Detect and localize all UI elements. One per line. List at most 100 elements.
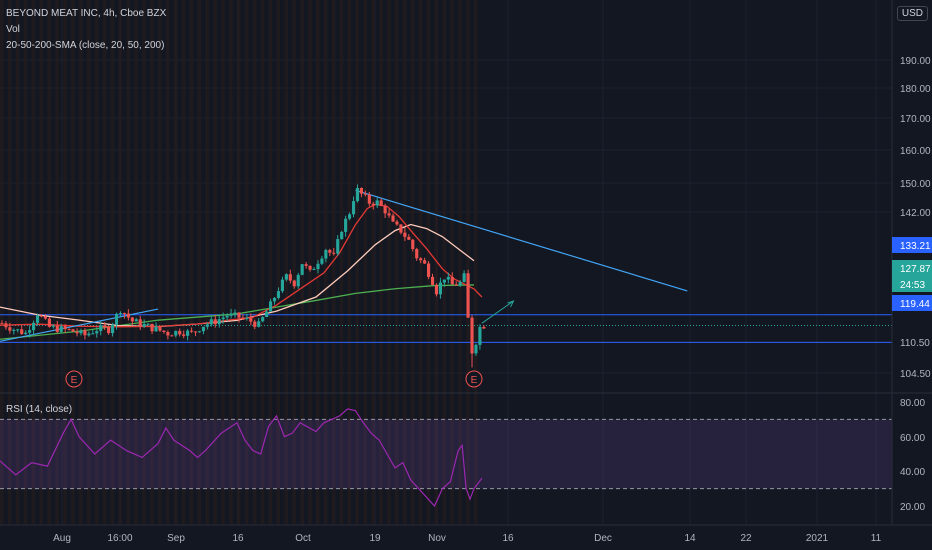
session-band [205, 0, 209, 525]
sma-legend[interactable]: 20-50-200-SMA (close, 20, 50, 200) [6, 40, 165, 51]
candle-body [344, 218, 348, 232]
session-band [110, 0, 115, 525]
session-band [63, 0, 67, 525]
candles [0, 184, 486, 368]
session-band [276, 0, 281, 525]
session-band [79, 0, 83, 525]
candle-body [261, 317, 265, 322]
earnings-marker [465, 370, 483, 388]
candle-body [288, 274, 292, 281]
time-tick-label: Oct [295, 533, 311, 544]
candle-body [446, 276, 450, 280]
candle-body [367, 194, 371, 204]
time-tick-label: Aug [53, 533, 71, 544]
candle-body [209, 319, 213, 325]
candle-body [75, 331, 79, 334]
session-band [197, 0, 202, 525]
time-tick-label: 16:00 [107, 533, 132, 544]
rsi-pane [0, 392, 932, 508]
candle-body [4, 323, 8, 328]
rsi-tick-label: 40.00 [900, 467, 925, 478]
session-band [7, 0, 12, 525]
candle-body [59, 326, 63, 332]
session-band [292, 0, 296, 525]
candle-body [39, 315, 44, 317]
session-band [379, 0, 383, 525]
candle-body [107, 327, 111, 334]
session-band [0, 0, 4, 525]
candle-body [403, 232, 407, 237]
candle-body [359, 187, 363, 194]
candle-body [225, 315, 229, 318]
price-label-box [892, 276, 932, 292]
candle-body [35, 315, 40, 323]
session-band [165, 0, 170, 525]
session-band [371, 0, 375, 525]
candle-body [276, 291, 281, 298]
candle-body [391, 215, 395, 222]
price-tick-label: 104.50 [900, 369, 931, 380]
candle-body [0, 323, 4, 325]
trendline [355, 189, 688, 292]
candle-body [130, 317, 134, 322]
candle-body [43, 316, 47, 319]
candle-body [162, 330, 166, 333]
session-band [55, 0, 59, 525]
candle-body [166, 332, 170, 336]
candle-body [442, 279, 446, 283]
candle-body [419, 258, 423, 261]
candle-body [32, 322, 36, 331]
session-band [142, 0, 146, 525]
candle-body [332, 252, 336, 254]
rsi-line [0, 408, 483, 508]
session-band [31, 0, 36, 525]
candle-body [79, 330, 83, 334]
candle-body [87, 333, 91, 336]
candle-body [83, 330, 87, 336]
symbol-legend[interactable]: BEYOND MEAT INC, 4h, Cboe BZX [6, 8, 167, 19]
candle-body [178, 330, 182, 335]
candle-body [12, 329, 16, 331]
candle-body [111, 324, 115, 334]
session-bands [0, 0, 478, 525]
sma-50-line [0, 223, 475, 328]
candle-body [438, 282, 442, 295]
candle-body [24, 332, 28, 335]
candle-body [134, 319, 138, 322]
session-band [126, 0, 130, 525]
candle-body [474, 344, 478, 354]
price-label: 119.44 [900, 299, 930, 310]
candle-body [51, 325, 55, 327]
candle-body [217, 319, 221, 325]
candle-body [296, 274, 300, 287]
candle-body [190, 330, 194, 332]
candle-body [221, 317, 225, 320]
candle-body [114, 313, 119, 325]
session-band [331, 0, 336, 525]
time-tick-label: 22 [740, 533, 752, 544]
candle-body [213, 319, 217, 325]
volume-legend[interactable]: Vol [6, 24, 20, 35]
candle-body [280, 279, 284, 292]
session-band [158, 0, 162, 525]
session-band [395, 0, 399, 525]
rsi-legend[interactable]: RSI (14, close) [6, 404, 73, 415]
earnings-marker-label: E [71, 375, 78, 386]
price-label-box [892, 295, 932, 311]
session-band [347, 0, 352, 525]
session-band [260, 0, 265, 525]
projection-arrow-head [507, 300, 515, 308]
price-label: 133.21 [900, 241, 931, 252]
candle-body [399, 224, 403, 233]
price-tick-label: 142.00 [900, 208, 931, 219]
session-band [237, 0, 241, 525]
time-tick-label: 2021 [806, 533, 829, 544]
candle-body [351, 201, 356, 215]
candle-body [118, 313, 123, 315]
currency-button[interactable]: USD [896, 6, 928, 21]
price-tick-label: 190.00 [900, 56, 931, 67]
candle-body [324, 249, 328, 259]
